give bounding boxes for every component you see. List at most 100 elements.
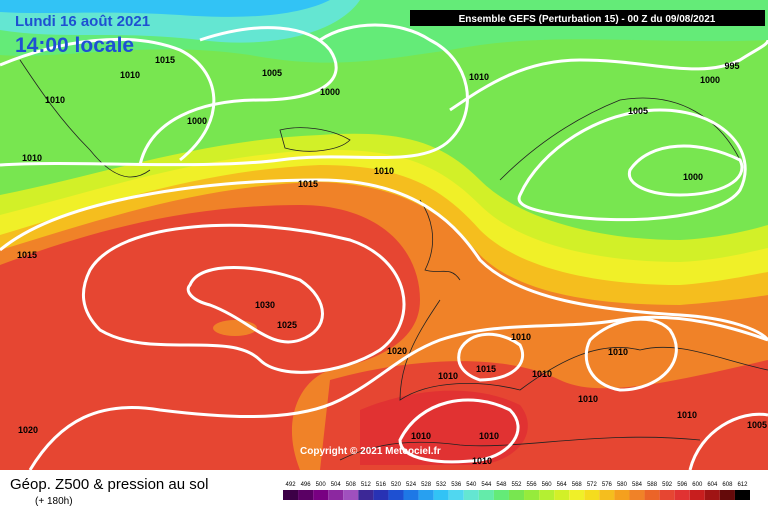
run-box bbox=[410, 10, 765, 26]
isobar-label: 1010 bbox=[120, 70, 140, 80]
scale-swatch bbox=[403, 490, 419, 500]
isobar bbox=[457, 332, 524, 382]
coast-uk bbox=[419, 199, 461, 281]
isobar-label: 1010 bbox=[479, 431, 499, 441]
scale-label: 500 bbox=[316, 482, 327, 488]
scale-swatch bbox=[343, 490, 359, 500]
field-red bbox=[0, 205, 420, 470]
scale-swatch bbox=[734, 490, 750, 500]
scale-label: 568 bbox=[572, 482, 583, 488]
isobar-label: 1005 bbox=[628, 106, 648, 116]
coast-iceland bbox=[279, 127, 351, 152]
scale-swatch bbox=[599, 490, 615, 500]
isobar-label: 1000 bbox=[320, 87, 340, 97]
scale-swatch bbox=[328, 490, 344, 500]
isobar-label: 1010 bbox=[45, 95, 65, 105]
scale-label: 496 bbox=[301, 482, 312, 488]
isobar bbox=[688, 412, 768, 471]
scale-label: 596 bbox=[677, 482, 688, 488]
isobar-label: 1015 bbox=[476, 364, 496, 374]
isobar bbox=[627, 144, 744, 197]
isobar-label: 1025 bbox=[277, 320, 297, 330]
isobar-label: 1005 bbox=[262, 68, 282, 78]
isobar-label: 1000 bbox=[187, 116, 207, 126]
scale-label: 528 bbox=[421, 482, 432, 488]
coast-scandinavia bbox=[499, 97, 741, 181]
isobar-label: 1010 bbox=[578, 394, 598, 404]
copyright: Copyright © 2021 Meteociel.fr bbox=[300, 446, 441, 457]
scale-swatch bbox=[674, 490, 690, 500]
isobar bbox=[449, 39, 768, 112]
color-scale: 492 496 500 504 508 512 516 520 524 528 532 536 540 5… bbox=[283, 482, 750, 500]
isobar-label: 1010 bbox=[22, 153, 42, 163]
isobar-label: 1020 bbox=[18, 425, 38, 435]
field-blue bbox=[0, 0, 330, 17]
coast-africa bbox=[339, 436, 701, 461]
scale-swatch bbox=[659, 490, 675, 500]
scale-label: 536 bbox=[451, 482, 462, 488]
scale-label: 572 bbox=[587, 482, 598, 488]
scale-swatch bbox=[524, 490, 540, 500]
scale-label: 556 bbox=[527, 482, 538, 488]
coast-greenland bbox=[19, 59, 151, 178]
scale-swatch bbox=[614, 490, 630, 500]
scale-swatch bbox=[719, 490, 735, 500]
isobar-label: 1010 bbox=[511, 332, 531, 342]
scale-label: 564 bbox=[557, 482, 568, 488]
scale-label: 516 bbox=[376, 482, 387, 488]
legend-subtitle: (+ 180h) bbox=[35, 496, 73, 507]
isobar-label: 995 bbox=[724, 61, 739, 71]
scale-label: 552 bbox=[511, 482, 522, 488]
scale-swatch bbox=[644, 490, 660, 500]
scale-swatch bbox=[689, 490, 705, 500]
scale-swatch bbox=[584, 490, 600, 500]
isobar-label: 1015 bbox=[17, 250, 37, 260]
isobar bbox=[0, 23, 469, 167]
isobar-label: 1010 bbox=[411, 431, 431, 441]
scale-label: 584 bbox=[632, 482, 643, 488]
isobar-label: 1010 bbox=[532, 369, 552, 379]
date: Lundi 16 août 2021 bbox=[15, 13, 150, 30]
isobar-label: 1005 bbox=[747, 420, 767, 430]
scale-label: 592 bbox=[662, 482, 673, 488]
scale-label: 600 bbox=[692, 482, 703, 488]
isobar bbox=[186, 266, 324, 344]
scale-swatch bbox=[448, 490, 464, 500]
scale-label: 560 bbox=[542, 482, 553, 488]
scale-label: 608 bbox=[722, 482, 733, 488]
scale-label: 548 bbox=[496, 482, 507, 488]
scale-swatch bbox=[508, 490, 525, 500]
isobar bbox=[0, 37, 216, 162]
isobar-labels: 1015 1010 1005 1000 1010 1000 1010 1010 995 1000 1… bbox=[17, 55, 767, 466]
scale-swatch bbox=[283, 490, 299, 500]
isobar-label: 1010 bbox=[374, 166, 394, 176]
isobar-label: 1010 bbox=[677, 410, 697, 420]
scale-swatch bbox=[298, 490, 314, 500]
scale-swatch bbox=[358, 490, 374, 500]
isobar-label: 1015 bbox=[298, 179, 318, 189]
scale-swatch bbox=[478, 490, 494, 500]
scale-swatch bbox=[463, 490, 479, 500]
isobar bbox=[81, 223, 406, 374]
run-info: Ensemble GEFS (Perturbation 15) - 00 Z d… bbox=[459, 14, 716, 25]
isobar-label: 1010 bbox=[438, 371, 458, 381]
isobar-label: 1010 bbox=[469, 72, 489, 82]
scale-swatch bbox=[418, 490, 434, 500]
isobar-label: 1030 bbox=[255, 300, 275, 310]
scale-label: 524 bbox=[406, 482, 417, 488]
scale-label: 508 bbox=[346, 482, 357, 488]
isobar-label: 1010 bbox=[608, 347, 628, 357]
scale-label: 532 bbox=[436, 482, 447, 488]
scale-swatch bbox=[493, 490, 509, 500]
coastlines bbox=[19, 59, 768, 461]
scale-swatch bbox=[313, 490, 329, 500]
isobar bbox=[584, 317, 678, 392]
scale-swatch bbox=[433, 490, 449, 500]
scale-label: 576 bbox=[602, 482, 613, 488]
isobar-label: 1000 bbox=[683, 172, 703, 182]
isobar bbox=[398, 398, 520, 464]
isobars bbox=[0, 23, 768, 471]
time: 14:00 locale bbox=[15, 34, 134, 57]
scale-swatch bbox=[704, 490, 720, 500]
